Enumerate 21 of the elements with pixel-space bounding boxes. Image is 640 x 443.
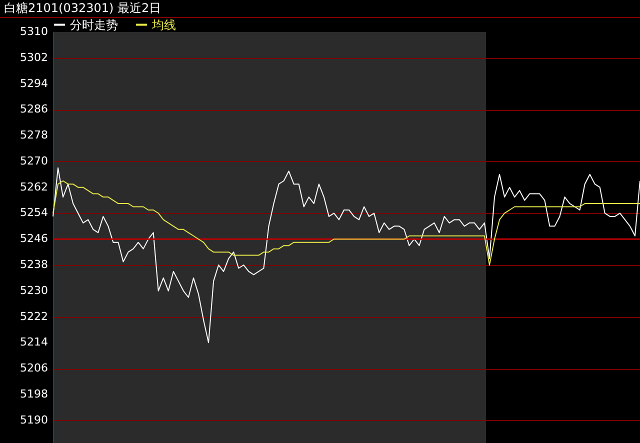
legend-label: 均线 bbox=[151, 18, 176, 32]
y-tick-label: 5254 bbox=[20, 206, 48, 220]
y-tick-label: 5238 bbox=[20, 258, 48, 272]
y-tick-label: 5286 bbox=[20, 102, 48, 116]
y-tick-label: 5190 bbox=[20, 413, 48, 426]
y-tick-label: 5222 bbox=[20, 310, 48, 323]
y-tick-label: 5230 bbox=[20, 284, 48, 297]
y-tick-label: 5294 bbox=[20, 76, 48, 90]
y-tick-label: 5278 bbox=[20, 128, 48, 142]
y-tick-label: 5270 bbox=[20, 154, 48, 168]
y-tick-label: 5262 bbox=[20, 180, 48, 194]
line-series bbox=[52, 180, 640, 266]
y-tick-label: 5302 bbox=[20, 50, 48, 64]
y-tick-label: 5206 bbox=[20, 362, 48, 375]
y-tick-label: 5246 bbox=[20, 232, 48, 246]
y-tick-label: 5198 bbox=[20, 387, 48, 400]
y-tick-label: 5214 bbox=[20, 336, 48, 349]
chart-title: 白糖2101(032301) 最近2日 bbox=[4, 0, 162, 17]
line-series bbox=[52, 167, 640, 344]
y-tick-label: 5310 bbox=[20, 25, 48, 38]
text: 分时走势 bbox=[70, 18, 118, 32]
